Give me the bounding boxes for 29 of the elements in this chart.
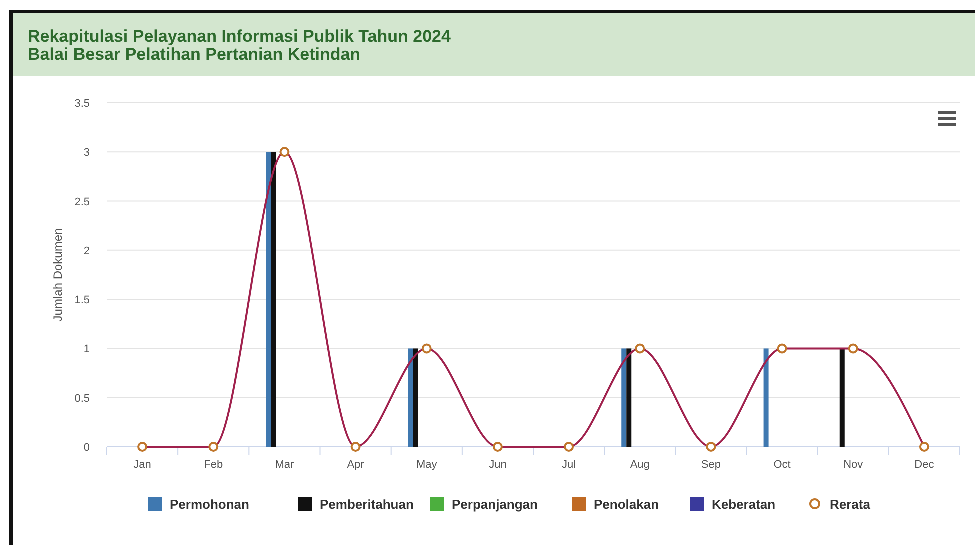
- y-tick-label: 1.5: [74, 294, 90, 307]
- x-tick-label: Feb: [204, 459, 224, 471]
- y-axis-title: Jumlah Dokumen: [51, 228, 65, 322]
- y-tick-label: 0: [84, 442, 90, 454]
- x-tick-label: Jul: [562, 459, 576, 471]
- chart-subtitle: Balai Besar Pelatihan Pertanian Ketindan: [28, 45, 361, 64]
- x-tick-label: Jan: [134, 459, 152, 471]
- y-tick-label: 3: [84, 147, 90, 160]
- chart-title: Rekapitulasi Pelayanan Informasi Publik Tahun 2024: [28, 27, 452, 46]
- legend-label: Pemberitahuan: [320, 497, 414, 512]
- y-tick-label: 0.5: [74, 392, 90, 405]
- x-tick-label: May: [416, 459, 438, 471]
- x-tick-label: Apr: [347, 459, 365, 471]
- y-tick-label: 3.5: [74, 98, 90, 110]
- x-tick-label: Oct: [774, 459, 791, 471]
- x-tick-label: Dec: [914, 459, 935, 471]
- x-tick-label: Aug: [630, 459, 650, 471]
- x-tick-label: Jun: [489, 459, 507, 471]
- x-tick-label: Nov: [844, 459, 864, 471]
- legend-label: Rerata: [830, 497, 872, 512]
- legend-label: Keberatan: [712, 497, 776, 512]
- y-tick-label: 2.5: [74, 196, 90, 208]
- legend-label: Perpanjangan: [452, 497, 538, 512]
- legend-label: Permohonan: [170, 497, 250, 512]
- y-tick-label: 1: [84, 344, 90, 356]
- y-tick-label: 2: [84, 245, 90, 258]
- x-tick-label: Sep: [701, 459, 721, 471]
- x-tick-label: Mar: [275, 459, 295, 471]
- legend-label: Penolakan: [594, 497, 660, 512]
